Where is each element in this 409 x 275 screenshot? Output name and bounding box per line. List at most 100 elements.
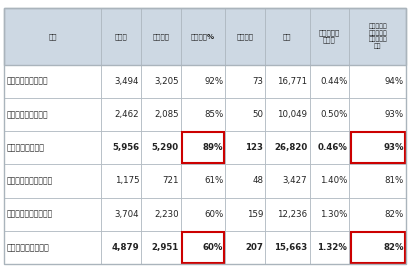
Bar bbox=[101, 131, 141, 164]
Text: 2,085: 2,085 bbox=[154, 110, 179, 119]
Text: 募集数: 募集数 bbox=[115, 33, 127, 40]
Bar bbox=[4, 164, 101, 197]
Bar bbox=[348, 65, 405, 98]
Bar bbox=[265, 164, 309, 197]
Text: 85%: 85% bbox=[204, 110, 223, 119]
Text: 60%: 60% bbox=[204, 210, 223, 219]
Bar bbox=[141, 65, 181, 98]
Bar bbox=[101, 98, 141, 131]
Text: 離脱者数: 離脱者数 bbox=[236, 33, 253, 40]
Bar bbox=[101, 231, 141, 264]
Bar bbox=[265, 131, 309, 164]
Text: 12,236: 12,236 bbox=[276, 210, 307, 219]
Bar bbox=[181, 98, 225, 131]
Text: 61%: 61% bbox=[204, 176, 223, 185]
Text: 手挙げ方式（合計）: 手挙げ方式（合計） bbox=[7, 243, 49, 252]
Bar bbox=[348, 131, 405, 164]
Bar bbox=[181, 65, 225, 98]
Bar bbox=[225, 231, 265, 264]
Bar bbox=[141, 164, 181, 197]
Bar bbox=[101, 197, 141, 231]
Text: 721: 721 bbox=[162, 176, 179, 185]
Bar bbox=[141, 131, 181, 164]
Bar bbox=[141, 197, 181, 231]
Text: 82%: 82% bbox=[382, 243, 403, 252]
Bar bbox=[101, 8, 141, 65]
Bar bbox=[225, 197, 265, 231]
Bar bbox=[181, 164, 225, 197]
Bar bbox=[265, 98, 309, 131]
Text: 93%: 93% bbox=[382, 143, 403, 152]
Text: 2,230: 2,230 bbox=[154, 210, 179, 219]
Bar bbox=[4, 98, 101, 131]
Bar bbox=[309, 197, 348, 231]
Bar bbox=[4, 197, 101, 231]
Text: 60%: 60% bbox=[202, 243, 223, 252]
Text: 123: 123 bbox=[245, 143, 263, 152]
Text: 15,663: 15,663 bbox=[274, 243, 307, 252]
Text: 義務年限終
了までの推
定義務履行
率％: 義務年限終 了までの推 定義務履行 率％ bbox=[367, 24, 386, 49]
Bar bbox=[4, 231, 101, 264]
Bar bbox=[309, 231, 348, 264]
Text: 別枠方式（先行型）: 別枠方式（先行型） bbox=[7, 77, 48, 86]
Bar bbox=[182, 232, 224, 263]
Bar bbox=[101, 65, 141, 98]
Bar bbox=[309, 65, 348, 98]
Text: 2,462: 2,462 bbox=[114, 110, 139, 119]
Bar bbox=[348, 8, 405, 65]
Text: 48: 48 bbox=[252, 176, 263, 185]
Text: 207: 207 bbox=[245, 243, 263, 252]
Text: 2,951: 2,951 bbox=[151, 243, 179, 252]
Text: 4,879: 4,879 bbox=[111, 243, 139, 252]
Text: 94%: 94% bbox=[384, 77, 403, 86]
Bar bbox=[225, 65, 265, 98]
Text: 81%: 81% bbox=[384, 176, 403, 185]
Bar bbox=[265, 231, 309, 264]
Bar bbox=[141, 98, 181, 131]
Text: 別枠方式（区別型）: 別枠方式（区別型） bbox=[7, 110, 48, 119]
Text: 離脱率（人
年％）: 離脱率（人 年％） bbox=[318, 29, 339, 43]
Text: 50: 50 bbox=[252, 110, 263, 119]
Bar bbox=[348, 98, 405, 131]
Text: 5,956: 5,956 bbox=[112, 143, 139, 152]
Text: 93%: 93% bbox=[384, 110, 403, 119]
Bar bbox=[309, 8, 348, 65]
Bar bbox=[225, 131, 265, 164]
Text: 手挙げ方式（事後型）: 手挙げ方式（事後型） bbox=[7, 210, 53, 219]
Bar bbox=[265, 65, 309, 98]
Bar bbox=[348, 164, 405, 197]
Bar bbox=[181, 131, 225, 164]
Bar bbox=[348, 231, 405, 264]
Text: 手挙げ方式（事前型）: 手挙げ方式（事前型） bbox=[7, 176, 53, 185]
Bar bbox=[141, 231, 181, 264]
Text: 貸与実績%: 貸与実績% bbox=[191, 33, 215, 40]
Text: 1.32%: 1.32% bbox=[317, 243, 346, 252]
Text: 5,290: 5,290 bbox=[151, 143, 179, 152]
Bar bbox=[181, 8, 225, 65]
Text: 10,049: 10,049 bbox=[277, 110, 307, 119]
Text: 3,494: 3,494 bbox=[115, 77, 139, 86]
Text: 人年: 人年 bbox=[282, 33, 291, 40]
Bar bbox=[4, 131, 101, 164]
Bar bbox=[350, 232, 404, 263]
Bar bbox=[182, 132, 224, 163]
Bar bbox=[225, 98, 265, 131]
Text: 1.30%: 1.30% bbox=[319, 210, 346, 219]
Text: 1.40%: 1.40% bbox=[319, 176, 346, 185]
Bar bbox=[348, 197, 405, 231]
Bar bbox=[225, 8, 265, 65]
Bar bbox=[350, 132, 404, 163]
Bar bbox=[4, 8, 101, 65]
Bar bbox=[265, 197, 309, 231]
Text: 3,704: 3,704 bbox=[114, 210, 139, 219]
Bar bbox=[141, 8, 181, 65]
Text: 73: 73 bbox=[252, 77, 263, 86]
Text: 92%: 92% bbox=[204, 77, 223, 86]
Bar bbox=[265, 8, 309, 65]
Text: 159: 159 bbox=[246, 210, 263, 219]
Text: 16,771: 16,771 bbox=[276, 77, 307, 86]
Text: 貸与実績: 貸与実績 bbox=[152, 33, 169, 40]
Bar bbox=[4, 8, 405, 65]
Text: 3,205: 3,205 bbox=[154, 77, 179, 86]
Text: 0.46%: 0.46% bbox=[317, 143, 346, 152]
